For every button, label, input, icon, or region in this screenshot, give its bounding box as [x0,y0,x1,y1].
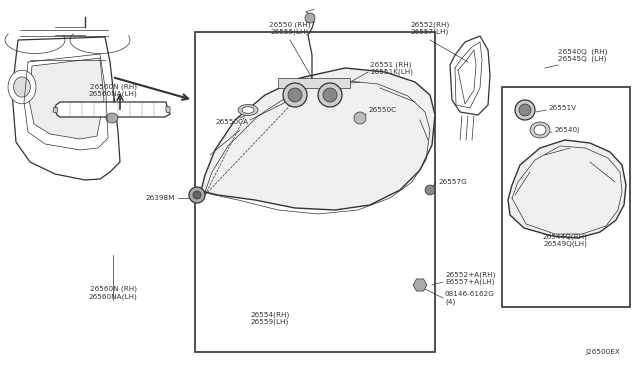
Polygon shape [450,36,490,115]
Polygon shape [166,106,170,113]
Polygon shape [200,68,435,210]
Text: 26540Q  (RH)
26545Q  (LH): 26540Q (RH) 26545Q (LH) [558,48,607,62]
Polygon shape [193,191,201,199]
Polygon shape [13,77,31,97]
Text: 26560N (RH)
26560NA(LH): 26560N (RH) 26560NA(LH) [88,83,138,97]
Polygon shape [106,113,118,123]
Text: 26551V: 26551V [548,105,576,111]
Text: 26550CA: 26550CA [215,119,248,125]
Polygon shape [530,122,550,138]
Polygon shape [278,78,350,88]
Polygon shape [283,83,307,107]
Polygon shape [354,112,366,124]
Text: 26540J: 26540J [554,127,579,133]
Polygon shape [425,185,435,195]
Text: 26551 (RH)
26551K(LH): 26551 (RH) 26551K(LH) [370,61,413,75]
Text: 26544Q(RH)
26549Q(LH): 26544Q(RH) 26549Q(LH) [543,233,588,247]
Text: 26550C: 26550C [368,107,396,113]
Text: 26557G: 26557G [438,179,467,185]
Text: 08146-6162G
(4): 08146-6162G (4) [445,291,495,305]
Polygon shape [8,70,36,104]
Text: 26550 (RH)
26555(LH): 26550 (RH) 26555(LH) [269,21,311,35]
Polygon shape [29,58,104,139]
Text: 26398M: 26398M [146,195,175,201]
Text: 26554(RH)
26559(LH): 26554(RH) 26559(LH) [250,311,290,325]
Polygon shape [323,88,337,102]
Polygon shape [238,105,258,115]
Polygon shape [189,187,205,203]
Polygon shape [515,100,535,120]
Polygon shape [318,83,342,107]
Polygon shape [288,88,302,102]
Polygon shape [534,125,546,135]
Polygon shape [305,13,315,23]
Bar [195,32,435,352]
Polygon shape [519,104,531,116]
Polygon shape [242,107,254,113]
Polygon shape [12,37,120,180]
Polygon shape [508,140,626,238]
Polygon shape [53,107,58,113]
Polygon shape [413,279,427,291]
Text: 26560N (RH)
26560NA(LH): 26560N (RH) 26560NA(LH) [88,286,138,300]
Text: 26552+A(RH)
E6557+A(LH): 26552+A(RH) E6557+A(LH) [445,271,495,285]
Text: 26552(RH)
26557(LH): 26552(RH) 26557(LH) [410,21,450,35]
Text: J26500EX: J26500EX [585,349,620,355]
Polygon shape [55,102,170,117]
Bar [502,87,630,307]
